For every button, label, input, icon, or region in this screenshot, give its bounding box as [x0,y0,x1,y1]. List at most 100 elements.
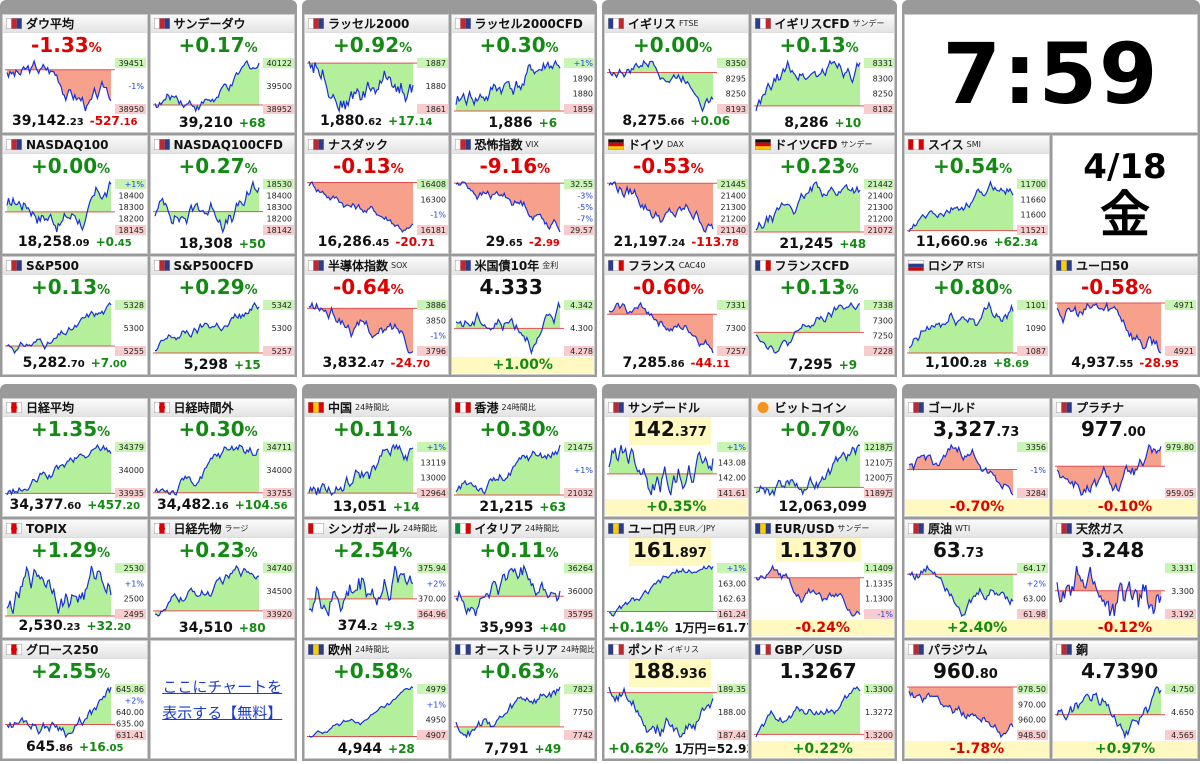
scale-label: 1859 [572,105,592,114]
market-tile[interactable]: TOPIX +1.29% 2530 +1% 2500 2495 2,530.23 +32.20 [2,519,148,638]
market-tile[interactable]: サンデードル 142.377 +1% 143.08 142.00 141.61 +0.35% [604,398,749,517]
footer-value: -2.99 [529,235,560,249]
text-part: 1万円=61.77 [674,621,749,635]
market-tile[interactable]: プラチナ 977.00 979.80 959.05 -0.10% [1052,398,1198,517]
tile-tag: イギリス [667,645,700,654]
market-tile[interactable]: ポンド イギリス 188.936 189.35 188.00 187.44 +0.62% 1万… [604,640,749,759]
flag-part [1056,260,1062,271]
flag-part [318,260,324,271]
scale-label-bg [863,730,895,740]
flag-part [459,260,466,271]
sparkline [455,563,561,617]
sparkline [6,302,112,355]
footer-value: 21,215 [479,499,533,515]
market-tile[interactable]: ドイツ DAX -0.53% 21445 21400 21300 21200 21140 21,… [604,135,749,254]
market-tile[interactable]: ユーロ50 -0.58% 4971 4921 4,937.55 -28.95 [1052,256,1198,375]
market-tile[interactable]: フランス CAC40 -0.60% 7331 7300 7257 7,285.86 -44.1… [604,256,749,375]
flag-part [908,402,914,413]
tile-footer: +0.62% 1万円=52.93 [605,741,748,757]
market-tile[interactable]: イタリア 24時間比 +0.11% 36264 36000 35795 35,993 +40 [450,519,595,638]
market-tile[interactable]: 米国債10年 金利 4.333 4.342 4.300 4.278 +1.00% [450,256,595,375]
sparkline [153,179,260,234]
market-tile[interactable]: 日経平均 +1.35% 34379 34000 33935 34,377.60 +457.2… [2,398,148,517]
market-tile[interactable]: 日経時間外 +0.30% 34711 34000 33755 34,482.16 +104.… [149,398,295,517]
market-tile[interactable]: 恐怖指数 VIX -9.16% 32.55 -3% -5% -7% 29.57 29.65 -2.… [450,135,595,254]
market-tile[interactable]: フランスCFD +0.13% 7338 7300 7250 7228 7,295 +9 [750,256,895,375]
flag-part [313,402,319,413]
flag-part [16,523,22,534]
market-tile[interactable]: 欧州 24時間比 +0.58% 4979 +1% 4950 4907 4,944 +28 [304,640,449,759]
scale-label-bg [863,488,895,498]
market-tile[interactable]: S&P500CFD +0.29% 5342 5300 5257 5,298 +15 [149,256,295,375]
market-tile[interactable]: NASDAQ100CFD +0.27% 18530 18400 18300 18200 18… [149,135,295,254]
tile-footer: 8,286 +10 [752,115,895,131]
market-tile[interactable]: ダウ平均 -1.33% 39451 -1% 38950 39,142.23 -527.16 [2,14,148,133]
text-part: % [845,425,859,440]
market-tile[interactable]: パラジウム 960.80 978.50 970.00 960.00 948.50 -1.78… [904,640,1050,759]
scale-label-bg [863,104,895,114]
scale-label-bg [563,488,595,498]
market-tile[interactable]: オーストラリア 24時間比 +0.63% 7823 7750 7742 7,791 +49 [450,640,595,759]
market-tile[interactable]: 日経先物 ラージ +0.23% 34740 34500 33920 34,510 +80 [149,519,295,638]
market-tile[interactable]: GBP／USD 1.3267 1.3300 1.3272 1.3200 +0.22% [750,640,895,759]
flag-icon [608,139,624,150]
scale-label-bg [717,225,748,235]
text-part: % [244,162,258,177]
chart-link[interactable]: ここにチャートを表示する【無料】 [149,640,295,759]
tile-footer: 34,482.16 +104.56 [151,497,295,515]
scale-label-bg [115,684,146,694]
market-tile[interactable]: 中国 24時間比 +0.11% +1% 13119 13000 12964 13,051 +14 [304,398,449,517]
footer-value: 11,660.96 [916,234,988,250]
tile-header: ダウ平均 [3,15,147,33]
mini-chart: +1% 18400 18300 18200 18145 [5,179,146,235]
tile-footer: 18,308 +50 [151,236,295,252]
scale-label: 635.00 [116,720,144,729]
market-tile[interactable]: 香港 24時間比 +0.30% 21475 +1% 21032 21,215 +63 [450,398,595,517]
text-part: +457 [87,498,123,512]
scale-label-bg [1017,346,1048,356]
market-tile[interactable]: イギリスCFD サンデー +0.13% 8331 8300 8250 8182 8,286 +1… [750,14,895,133]
market-tile[interactable]: ビットコイン +0.70% 1218万 1210万 1200万 1189万 12,063,0… [750,398,895,517]
text-part: .55 [1115,359,1134,370]
scale-label: 1861 [426,105,446,114]
market-tile[interactable]: NASDAQ100 +0.00% +1% 18400 18300 18200 18145 18… [2,135,148,254]
tile-name: ユーロ円 [628,522,677,536]
market-tile[interactable]: ロシア RTSI +0.80% 1101 1090 1087 1,100.28 +8.69 [904,256,1050,375]
market-tile[interactable]: ドイツCFD サンデー +0.23% 21442 21400 21300 21200 2107… [750,135,895,254]
market-tile[interactable]: ユーロ円 EUR／JPY 161.897 +1% 163.00 162.63 161.24 +… [604,519,749,638]
text-part: .65 [505,238,523,249]
market-tile[interactable]: ラッセル2000CFD +0.30% +1% 1890 1880 1859 1,886 +6 [450,14,595,133]
market-tile[interactable]: ラッセル2000 +0.92% 1887 1880 1861 1,880.62 +17.14 [304,14,449,133]
market-tile[interactable]: S&P500 +0.13% 5328 5300 5255 5,282.70 +7.00 [2,256,148,375]
market-tile[interactable]: ナスダック -0.13% 16408 16300 -1% 16181 16,286.45 -2… [304,135,449,254]
headline: +1.29% [27,538,114,566]
footer-value: 29.65 [486,234,523,250]
text-part: 3,327 [933,417,997,441]
text-part: 12,063,099 [778,499,868,515]
market-tile[interactable]: 天然ガス 3.248 3.331 3.300 3.192 -0.12% [1052,519,1198,638]
scale-label: 4907 [426,731,446,740]
footer-value: +0.62% [608,741,668,757]
scale-label-bg [115,346,146,356]
scale-label: 12964 [421,489,446,498]
market-tile[interactable]: 原油 WTI 63.73 64.17 +2% 63.00 61.98 +2.40% [904,519,1050,638]
flag-part [754,260,760,271]
mini-chart: 645.86 +2% 640.00 635.00 631.41 [5,684,146,740]
text-part: % [999,283,1013,298]
footer-value: +0.35% [646,499,706,515]
tile-header: ロシア RTSI [905,257,1049,275]
tile-footer: 4,937.55 -28.95 [1053,355,1197,373]
market-tile[interactable]: イギリス FTSE +0.00% 8350 8295 8250 8193 8,275.66 +0… [604,14,749,133]
market-tile[interactable]: シンガポール 24時間比 +2.54% 375.94 +2% 370.00 364.96 37… [304,519,449,638]
flag-part [153,260,159,271]
market-tile[interactable]: ゴールド 3,327.73 3356 -1% 3284 -0.70% [904,398,1050,517]
market-tile[interactable]: 銅 4.7390 4.750 4.650 4.565 +0.97% [1052,640,1198,759]
market-tile[interactable]: EUR/USD サンデー 1.1370 1.1409 1.1335 1.1300 -1% -0… [750,519,895,638]
market-tile[interactable]: スイス SMI +0.54% 11700 11660 11600 11521 11,660.9… [904,135,1050,254]
flag-part [608,18,614,29]
text-part: +0.30 [178,417,245,441]
market-tile[interactable]: 半導体指数 SOX -0.64% 3886 3850 -1% 3796 3,832.47 -24… [304,256,449,375]
market-tile[interactable]: グロース250 +2.55% 645.86 +2% 640.00 635.00 631.41… [2,640,148,759]
market-tile[interactable]: サンデーダウ +0.17% 40122 39500 38952 39,210 +68 [149,14,295,133]
scale-label: 7300 [726,324,746,333]
